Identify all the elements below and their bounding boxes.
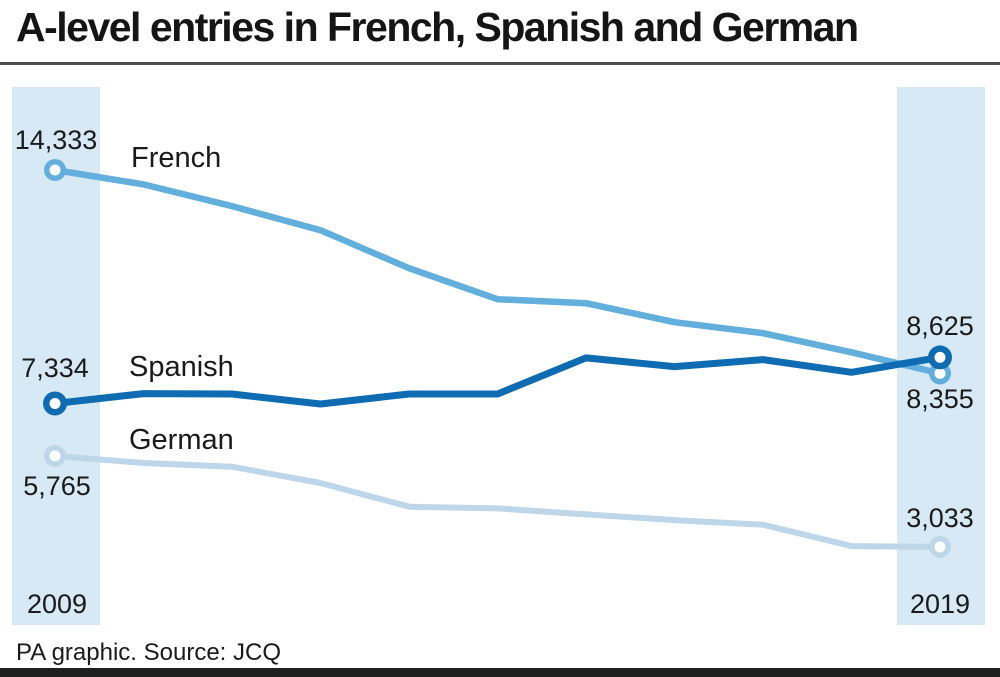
spanish-end-marker-center: [934, 351, 946, 363]
french-series-label: French: [131, 142, 222, 174]
title-divider-rule: [0, 62, 1000, 65]
french-start-marker-center: [49, 164, 61, 176]
german-end-value-label: 3,033: [906, 503, 974, 533]
german-series-label: German: [129, 424, 234, 456]
source-credit: PA graphic. Source: JCQ: [16, 639, 282, 666]
chart-title: A-level entries in French, Spanish and G…: [16, 4, 859, 50]
bottom-border-bar: [0, 668, 1000, 677]
series-line-spanish: [51, 353, 944, 408]
spanish-series-label: Spanish: [129, 351, 234, 383]
series-line-french: [51, 166, 944, 377]
german-start-value-label: 5,765: [23, 471, 91, 501]
x-axis-start-year-label: 2009: [26, 589, 88, 619]
series-line-german: [52, 452, 943, 550]
spanish-start-marker-center: [49, 398, 61, 409]
x-axis-end-year-label: 2019: [909, 589, 971, 619]
spanish-end-value-label: 8,625: [906, 311, 974, 341]
french-end-marker-center: [934, 367, 946, 379]
french-start-value-label: 14,333: [14, 125, 98, 155]
german-end-marker-center: [934, 541, 946, 553]
spanish-start-value-label: 7,334: [21, 353, 89, 383]
french-end-value-label: 8,355: [906, 384, 974, 414]
german-start-marker-center: [49, 450, 61, 462]
